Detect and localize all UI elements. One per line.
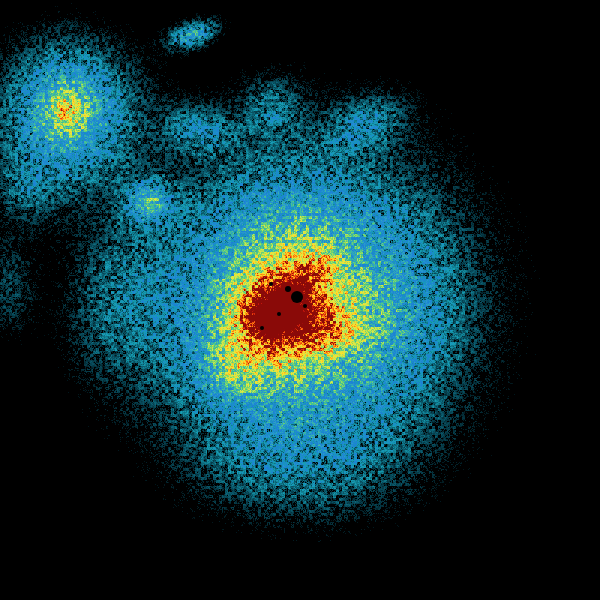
image-viewer[interactable]: A roughly circular blue halo with a brig… [0, 0, 600, 600]
false-colour-image-canvas[interactable] [0, 0, 600, 600]
